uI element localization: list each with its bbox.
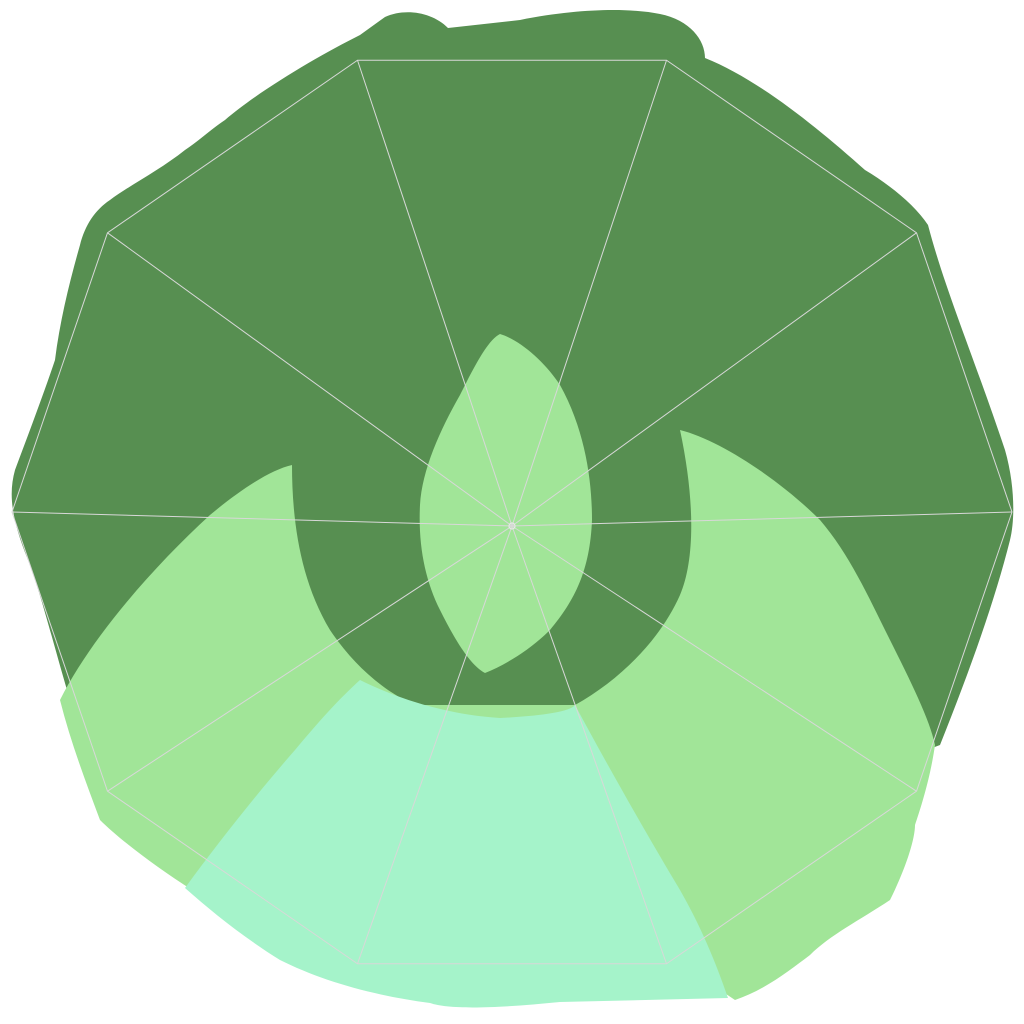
decagon-spoke — [511, 232, 917, 527]
decagon-spoke — [357, 525, 513, 964]
decagon-spoke — [511, 60, 667, 527]
decagon-guide-lines — [11, 59, 1013, 965]
decagon-spoke — [107, 525, 513, 792]
decagon-spoke — [511, 511, 1013, 527]
central-leaf — [419, 334, 592, 673]
decagon-spoke — [357, 60, 513, 527]
decagon-spoke — [511, 525, 917, 792]
decagon-spoke — [107, 232, 513, 527]
center-marker — [508, 522, 516, 530]
decagon-spoke — [511, 525, 667, 964]
base-glow-region — [185, 680, 728, 1008]
decagon-spoke — [11, 511, 513, 527]
